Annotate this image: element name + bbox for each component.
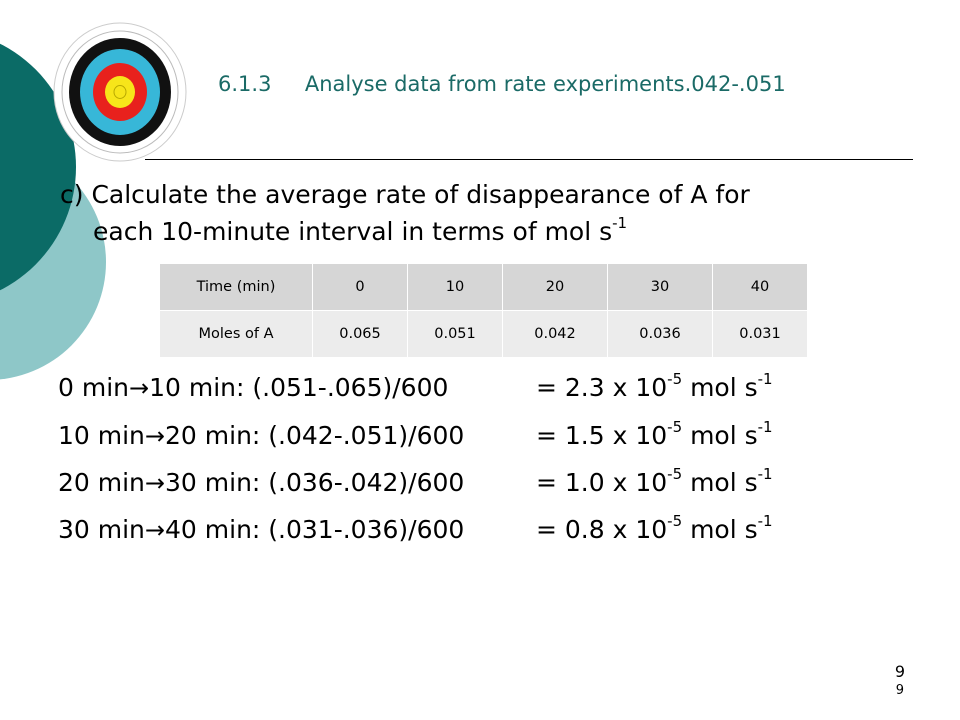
title-number: 6.1.3	[218, 72, 272, 96]
question-line-2-text: each 10-minute interval in terms of mol …	[93, 217, 613, 246]
result-unit: mol s	[682, 468, 758, 497]
calculation-result: = 1.0 x 10	[536, 468, 668, 497]
page-number-small: 9	[895, 683, 904, 698]
interval-expression: 40 min: (.031-.036)/600	[165, 515, 465, 544]
calculation-label: 30 min→40 min: (.031-.036)/600	[58, 510, 536, 550]
table-cell: 20	[503, 264, 608, 311]
interval-expression: 30 min: (.036-.042)/600	[165, 468, 465, 497]
table-row-moles: Moles of A 0.065 0.051 0.042 0.036 0.031	[160, 311, 808, 358]
slide-title: 6.1.3 Analyse data from rate experiments…	[218, 72, 786, 96]
result-unit: mol s	[682, 421, 758, 450]
calculation-result: = 1.5 x 10	[536, 421, 668, 450]
result-exponent: -5	[667, 370, 683, 389]
calculation-label: 10 min→20 min: (.042-.051)/600	[58, 416, 536, 456]
calculation-result: = 2.3 x 10	[536, 373, 668, 402]
interval-expression: 20 min: (.042-.051)/600	[165, 421, 465, 450]
interval-start: 10 min	[58, 421, 145, 450]
calculation-line: 20 min→30 min: (.036-.042)/600 = 1.0 x 10…	[58, 463, 878, 503]
question-text: c) Calculate the average rate of disappe…	[60, 176, 920, 250]
interval-start: 30 min	[58, 515, 145, 544]
unit-exponent: -1	[757, 512, 773, 531]
table-cell: 0.042	[503, 311, 608, 358]
table-cell: 0	[313, 264, 408, 311]
table-cell: 0.036	[608, 311, 713, 358]
interval-start: 0 min	[58, 373, 129, 402]
archery-target-icon	[53, 22, 187, 162]
result-exponent: -5	[667, 418, 683, 437]
result-unit: mol s	[682, 373, 758, 402]
arrow-right-icon: →	[144, 516, 166, 544]
arrow-right-icon: →	[144, 422, 166, 450]
table-row-time: Time (min) 0 10 20 30 40	[160, 264, 808, 311]
table-cell: 0.065	[313, 311, 408, 358]
unit-exponent: -1	[757, 465, 773, 484]
question-line-2: each 10-minute interval in terms of mol …	[60, 213, 920, 250]
arrow-right-icon: →	[129, 374, 150, 402]
arrow-right-icon: →	[144, 469, 166, 497]
calculation-result: = 0.8 x 10	[536, 515, 668, 544]
unit-exponent: -1	[757, 418, 773, 437]
result-unit: mol s	[682, 515, 758, 544]
result-exponent: -5	[667, 512, 683, 531]
data-table: Time (min) 0 10 20 30 40 Moles of A 0.06…	[160, 264, 808, 358]
title-divider	[145, 159, 913, 160]
calculation-line: 30 min→40 min: (.031-.036)/600 = 0.8 x 10…	[58, 510, 878, 550]
table-cell: Moles of A	[160, 311, 313, 358]
calculation-label: 20 min→30 min: (.036-.042)/600	[58, 463, 536, 503]
table-cell: Time (min)	[160, 264, 313, 311]
interval-start: 20 min	[58, 468, 145, 497]
question-line-1: c) Calculate the average rate of disappe…	[60, 180, 750, 209]
table-cell: 30	[608, 264, 713, 311]
question-line-2-exponent: -1	[612, 214, 628, 233]
table-cell: 0.051	[408, 311, 503, 358]
table-cell: 0.031	[713, 311, 808, 358]
calculation-line: 10 min→20 min: (.042-.051)/600 = 1.5 x 10…	[58, 416, 878, 456]
result-exponent: -5	[667, 465, 683, 484]
table-cell: 40	[713, 264, 808, 311]
calculation-label: 0 min→10 min: (.051-.065)/600	[58, 368, 536, 408]
page-number: 9	[894, 662, 905, 681]
interval-expression: 10 min: (.051-.065)/600	[149, 373, 449, 402]
calculation-line: 0 min→10 min: (.051-.065)/600 = 2.3 x 10-…	[58, 368, 878, 408]
table-cell: 10	[408, 264, 503, 311]
unit-exponent: -1	[757, 370, 773, 389]
title-text: Analyse data from rate experiments.042-.…	[304, 72, 786, 96]
